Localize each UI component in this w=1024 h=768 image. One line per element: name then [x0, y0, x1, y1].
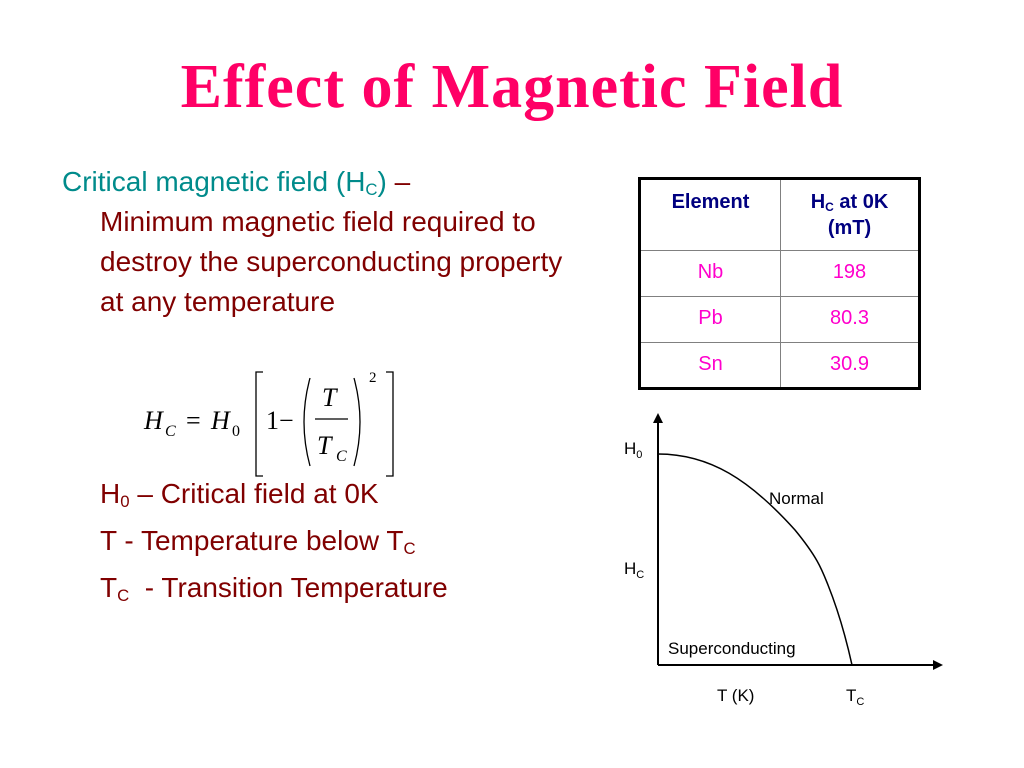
- cell-element: Pb: [639, 296, 781, 343]
- formula-h0-sub: 0: [232, 423, 240, 440]
- table-row: Nb 198: [639, 250, 920, 297]
- formula-hc-sub: C: [165, 423, 176, 440]
- symbol-definitions: H0 – Critical field at 0K T - Temperatur…: [100, 474, 580, 615]
- definition-term: Critical magnetic field (HC): [62, 166, 387, 200]
- formula-numerator: T: [322, 383, 338, 412]
- region-label-superconducting: Superconducting: [668, 639, 796, 658]
- header-hc: HC at 0K (mT): [780, 178, 920, 251]
- formula-exponent: 2: [369, 370, 377, 386]
- formula-right-bracket: [386, 371, 394, 477]
- region-label-normal: Normal: [769, 489, 824, 508]
- formula-one-minus: 1−: [266, 406, 294, 435]
- formula-right-paren: [353, 377, 361, 467]
- definition-block: Critical magnetic field (HC) – Minimum m…: [62, 162, 582, 322]
- critical-field-table: Element HC at 0K (mT) Nb 198 Pb 80.3 Sn 3…: [638, 177, 921, 390]
- formula-left-paren: [303, 377, 311, 467]
- symbol-definition-h0: H0 – Critical field at 0K: [100, 478, 379, 512]
- slide-title: Effect of Magnetic Field: [180, 53, 844, 121]
- formula-denominator: T: [317, 431, 333, 460]
- cell-element: Sn: [639, 342, 781, 389]
- definition-dash: –: [386, 166, 411, 197]
- table-row: Sn 30.9: [639, 342, 920, 389]
- phase-diagram: H0 HC Normal Superconducting T (K) TC: [624, 413, 943, 708]
- definition-body: Minimum magnetic field required to destr…: [100, 206, 563, 317]
- y-label-hc: HC: [624, 559, 644, 581]
- cell-hc: 80.3: [780, 296, 920, 343]
- header-element: Element: [639, 178, 781, 251]
- y-label-h0: H0: [624, 439, 642, 461]
- symbol-definition-tc: TC - Transition Temperature: [100, 572, 448, 606]
- cell-element: Nb: [639, 250, 781, 297]
- formula-hc: H: [143, 406, 164, 435]
- table-row: Pb 80.3: [639, 296, 920, 343]
- x-axis-label: T (K): [717, 686, 754, 705]
- formula-denominator-sub: C: [336, 448, 347, 465]
- table-header-row: Element HC at 0K (mT): [639, 178, 920, 251]
- formula-equals: =: [186, 406, 201, 435]
- formula-h0: H: [210, 406, 231, 435]
- critical-field-formula: H C = H 0 1− T T C 2: [143, 370, 394, 477]
- x-label-tc: TC: [846, 686, 864, 708]
- cell-hc: 30.9: [780, 342, 920, 389]
- critical-field-curve: [657, 453, 853, 666]
- formula-left-bracket: [255, 371, 263, 477]
- cell-hc: 198: [780, 250, 920, 297]
- symbol-definition-t: T - Temperature below TC: [100, 525, 416, 559]
